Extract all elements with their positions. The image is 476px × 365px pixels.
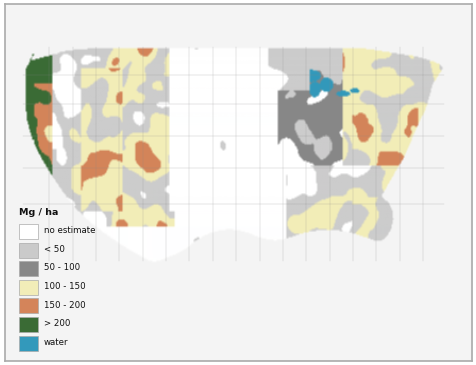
Text: 150 - 200: 150 - 200 <box>44 301 86 310</box>
Bar <box>19 224 39 239</box>
Text: > 200: > 200 <box>44 319 70 328</box>
Bar <box>19 299 39 314</box>
Bar <box>19 243 39 258</box>
Text: water: water <box>44 338 69 347</box>
Bar <box>19 317 39 332</box>
Bar <box>19 261 39 276</box>
Bar <box>19 280 39 295</box>
Text: Mg / ha: Mg / ha <box>19 208 58 217</box>
Text: 100 - 150: 100 - 150 <box>44 282 86 291</box>
Bar <box>19 335 39 351</box>
Text: no estimate: no estimate <box>44 226 95 235</box>
Text: 50 - 100: 50 - 100 <box>44 264 80 273</box>
Text: < 50: < 50 <box>44 245 65 254</box>
